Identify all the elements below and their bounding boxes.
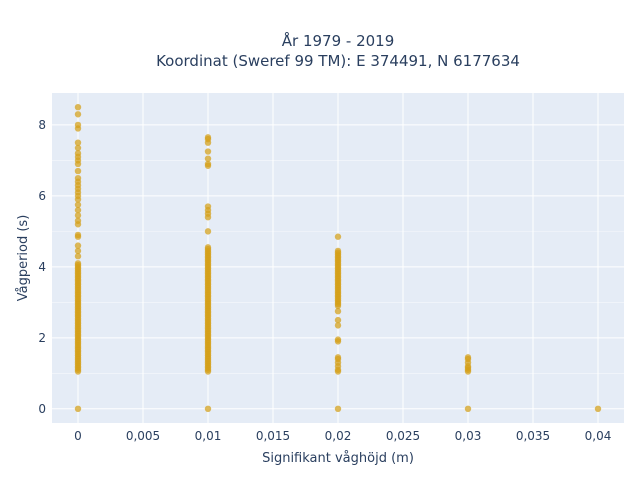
data-point bbox=[74, 167, 82, 175]
data-point bbox=[204, 155, 212, 162]
x-tick-label: 0,005 bbox=[126, 429, 160, 443]
data-point bbox=[74, 103, 82, 111]
data-point bbox=[464, 354, 472, 361]
chart-title-line2: Koordinat (Sweref 99 TM): E 374491, N 61… bbox=[156, 52, 520, 70]
data-points bbox=[74, 103, 602, 413]
data-point bbox=[204, 134, 212, 141]
data-point bbox=[334, 247, 342, 255]
data-point bbox=[204, 405, 212, 413]
data-point bbox=[204, 228, 212, 235]
data-point bbox=[74, 242, 82, 249]
data-point bbox=[74, 139, 82, 146]
data-point bbox=[74, 253, 82, 260]
data-point bbox=[74, 212, 82, 219]
data-point bbox=[464, 405, 472, 413]
data-point bbox=[334, 316, 342, 324]
data-point bbox=[74, 144, 82, 152]
data-point bbox=[74, 174, 82, 182]
data-point bbox=[74, 150, 82, 157]
data-point bbox=[74, 247, 82, 255]
x-tick-label: 0,02 bbox=[325, 429, 352, 443]
x-tick-label: 0,025 bbox=[386, 429, 420, 443]
data-point bbox=[74, 206, 82, 214]
data-point bbox=[74, 405, 82, 413]
data-point bbox=[74, 217, 82, 224]
y-tick-label: 0 bbox=[38, 402, 46, 416]
x-tick-label: 0 bbox=[74, 429, 82, 443]
data-point bbox=[74, 260, 82, 267]
y-tick-labels: 0 2 4 6 8 bbox=[38, 118, 46, 416]
data-point bbox=[204, 160, 212, 168]
x-tick-labels: 0 0,005 0,01 0,015 0,02 0,025 0,03 0,035 0,04 bbox=[74, 429, 611, 443]
data-point bbox=[334, 233, 342, 240]
data-point bbox=[74, 201, 82, 208]
data-point bbox=[204, 148, 212, 155]
x-axis-title: Signifikant våghöjd (m) bbox=[262, 451, 414, 466]
x-tick-label: 0,04 bbox=[585, 429, 612, 443]
data-point bbox=[334, 308, 342, 315]
x-tick-label: 0,01 bbox=[195, 429, 222, 443]
data-point bbox=[334, 336, 342, 343]
data-point bbox=[334, 405, 342, 413]
data-point bbox=[334, 322, 342, 329]
x-tick-label: 0,035 bbox=[516, 429, 550, 443]
x-tick-label: 0,03 bbox=[455, 429, 482, 443]
data-point bbox=[74, 111, 82, 118]
x-tick-label: 0,015 bbox=[256, 429, 290, 443]
chart-title-line1: År 1979 - 2019 bbox=[282, 31, 395, 50]
data-point bbox=[334, 354, 342, 361]
data-point bbox=[74, 121, 82, 129]
y-axis-title: Vågperiod (s) bbox=[16, 215, 31, 302]
data-point bbox=[204, 203, 212, 210]
y-tick-label: 6 bbox=[38, 189, 46, 203]
data-point bbox=[74, 231, 82, 239]
y-tick-label: 4 bbox=[38, 260, 46, 274]
data-point bbox=[594, 405, 602, 413]
y-tick-label: 8 bbox=[38, 118, 46, 132]
y-tick-label: 2 bbox=[38, 331, 46, 345]
data-point bbox=[204, 244, 212, 251]
